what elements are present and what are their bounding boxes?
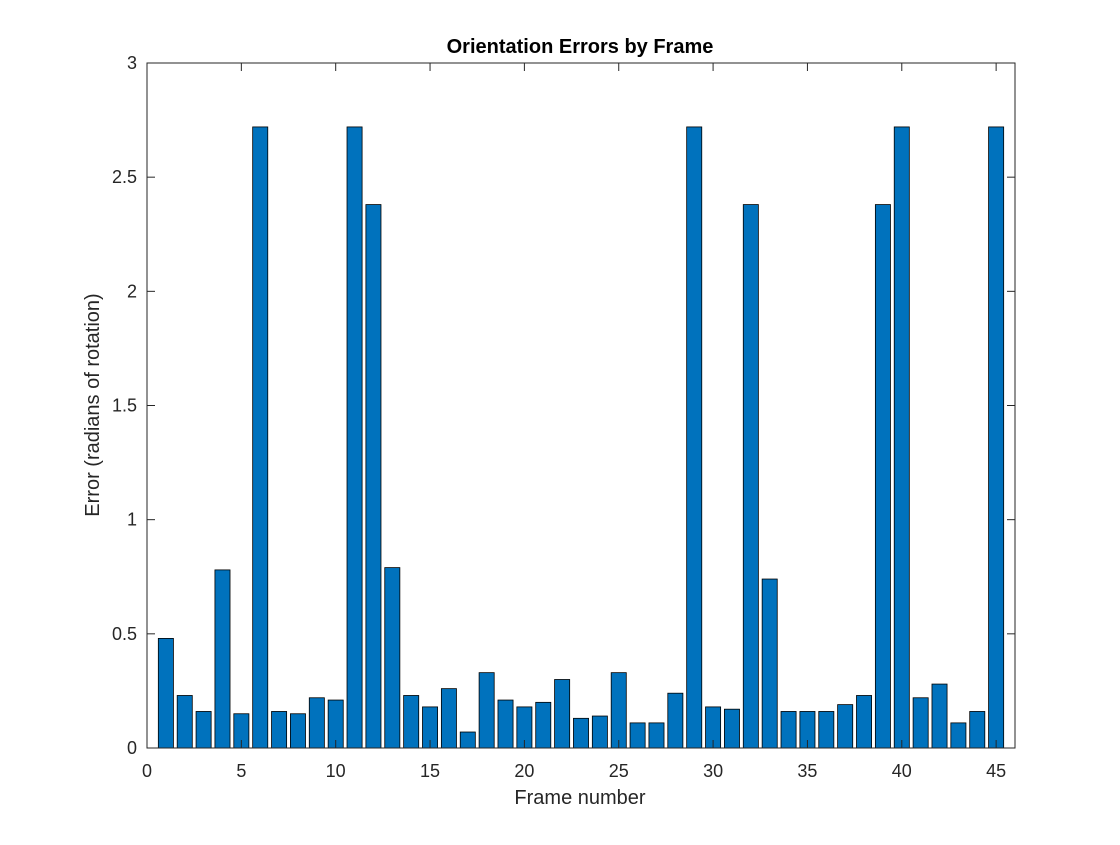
x-tick-label: 45 xyxy=(986,761,1006,781)
axis-ticks xyxy=(146,62,1015,749)
bar-frame-45 xyxy=(988,126,1005,749)
bar-frame-17 xyxy=(459,731,476,749)
bar-frame-32 xyxy=(742,204,759,749)
y-tick-label: 1 xyxy=(127,510,137,530)
y-axis-label: Error (radians of rotation) xyxy=(82,293,104,516)
y-tick-label: 2 xyxy=(127,281,137,301)
bars xyxy=(157,126,1005,749)
bar-frame-18 xyxy=(478,672,495,749)
bar-frame-28 xyxy=(667,692,684,749)
bar-frame-19 xyxy=(497,699,514,749)
bar-frame-4 xyxy=(214,569,231,749)
x-tick-label: 0 xyxy=(142,761,152,781)
bar-frame-40 xyxy=(893,126,910,749)
bar-frame-12 xyxy=(365,204,382,749)
x-tick-label: 15 xyxy=(420,761,440,781)
bar-frame-29 xyxy=(686,126,703,749)
y-tick-label: 0 xyxy=(127,738,137,758)
bar-frame-36 xyxy=(818,711,835,749)
bar-frame-21 xyxy=(535,701,552,749)
x-tick-label: 40 xyxy=(892,761,912,781)
bar-frame-41 xyxy=(912,697,929,749)
bar-frame-1 xyxy=(157,638,174,749)
bar-frame-31 xyxy=(724,708,740,749)
bar-frame-39 xyxy=(874,204,891,749)
x-tick-label: 5 xyxy=(236,761,246,781)
y-tick-label: 0.5 xyxy=(112,624,137,644)
bar-frame-14 xyxy=(403,695,420,749)
bar-frame-43 xyxy=(950,722,967,749)
bar-frame-25 xyxy=(610,672,627,749)
y-axis-tick-labels: 0 0.5 1 1.5 2 2.5 3 xyxy=(112,53,137,758)
bar-frame-27 xyxy=(648,722,665,749)
bar-frame-8 xyxy=(290,713,306,749)
y-tick-label: 1.5 xyxy=(112,396,137,416)
bar-frame-13 xyxy=(384,567,401,749)
bar-frame-22 xyxy=(554,679,571,749)
x-axis-tick-labels: 0 5 10 15 20 25 30 35 40 45 xyxy=(142,761,1006,781)
bar-frame-34 xyxy=(780,711,797,749)
x-tick-label: 35 xyxy=(797,761,817,781)
y-tick-label: 3 xyxy=(127,53,137,73)
x-tick-label: 10 xyxy=(326,761,346,781)
bar-frame-2 xyxy=(176,695,193,749)
bar-frame-42 xyxy=(931,683,948,749)
bar-frame-6 xyxy=(252,126,269,749)
x-tick-label: 25 xyxy=(609,761,629,781)
bar-frame-37 xyxy=(837,704,854,749)
x-axis-label: Frame number xyxy=(514,787,645,809)
bar-frame-9 xyxy=(308,697,325,749)
x-tick-label: 30 xyxy=(703,761,723,781)
bar-frame-16 xyxy=(440,688,457,749)
bar-frame-38 xyxy=(856,695,872,749)
bar-frame-3 xyxy=(195,711,212,749)
bar-frame-26 xyxy=(629,722,646,749)
y-tick-label: 2.5 xyxy=(112,167,137,187)
bar-frame-24 xyxy=(591,715,608,749)
bar-frame-33 xyxy=(761,578,778,749)
bar-frame-7 xyxy=(271,711,288,749)
chart-title: Orientation Errors by Frame xyxy=(447,36,714,58)
bar-frame-11 xyxy=(346,126,363,749)
bar-frame-44 xyxy=(969,711,986,749)
bar-frame-23 xyxy=(573,717,589,749)
x-tick-label: 20 xyxy=(514,761,534,781)
